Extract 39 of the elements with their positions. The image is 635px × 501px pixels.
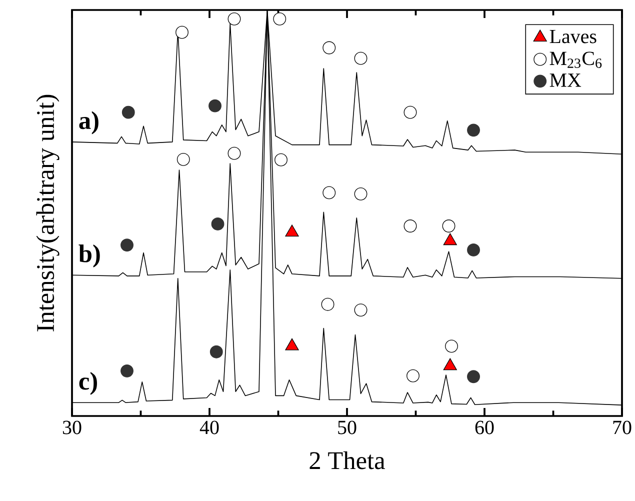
point xyxy=(228,12,241,26)
point xyxy=(208,99,222,112)
point xyxy=(467,243,480,256)
point xyxy=(321,298,334,311)
point xyxy=(354,304,368,317)
x-tick-label: 40 xyxy=(200,420,219,434)
point xyxy=(467,124,480,137)
point xyxy=(228,146,241,160)
point xyxy=(322,186,336,200)
legend-label: M$_{23}$C$_{6}$ xyxy=(550,52,602,68)
point xyxy=(120,364,134,378)
y-axis-title: Intensity(arbitrary unit) xyxy=(36,94,60,332)
point xyxy=(176,152,190,166)
point xyxy=(445,340,458,353)
x-tick-label: 50 xyxy=(338,420,356,434)
legend-label: MX xyxy=(550,74,582,87)
point xyxy=(274,153,288,166)
point xyxy=(120,238,134,252)
point xyxy=(442,220,456,232)
point xyxy=(211,217,224,230)
x-tick-label: 70 xyxy=(613,420,632,434)
point xyxy=(322,41,336,54)
legend-label: Laves xyxy=(550,30,596,44)
point xyxy=(404,106,417,119)
point xyxy=(122,106,135,119)
point xyxy=(273,12,286,26)
point xyxy=(354,187,368,200)
point xyxy=(404,220,417,232)
series-label: c) xyxy=(79,372,97,395)
point xyxy=(354,52,368,65)
series-label: b) xyxy=(78,244,100,268)
point xyxy=(210,345,223,358)
x-tick-label: 30 xyxy=(62,420,82,434)
point xyxy=(176,26,188,39)
series-label: a) xyxy=(79,111,98,134)
point xyxy=(467,370,480,384)
x-axis-title: 2 Theta xyxy=(310,451,385,470)
x-tick-label: 60 xyxy=(475,420,494,434)
point xyxy=(406,369,420,382)
